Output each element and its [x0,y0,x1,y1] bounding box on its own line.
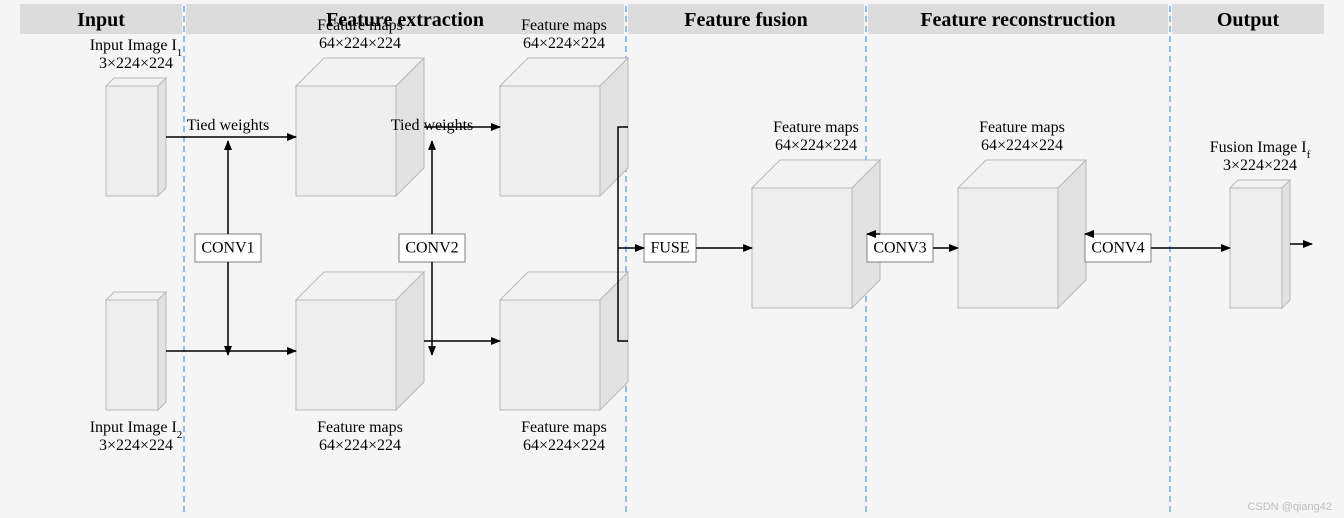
block-f2a-label1: Feature maps [317,419,403,436]
block-rc-label1: Feature maps [979,119,1065,136]
header-label-recon: Feature reconstruction [920,9,1115,31]
block-i2 [106,292,166,410]
block-f1b-label1: Feature maps [521,17,607,34]
tied-weights-label: Tied weights [391,117,474,134]
op-fuse-label: FUSE [650,240,689,257]
block-f2a-label2: 64×224×224 [319,437,401,454]
block-f2b-label2: 64×224×224 [523,437,605,454]
block-rc [958,160,1086,308]
op-conv4-label: CONV4 [1091,240,1144,257]
block-out-label2: 3×224×224 [1223,157,1297,174]
watermark: CSDN @qiang42 [1247,501,1332,513]
header-label-output: Output [1217,9,1280,31]
block-f2b [500,272,628,410]
block-f1a-label2: 64×224×224 [319,35,401,52]
block-f2a [296,272,424,410]
block-f1a-label1: Feature maps [317,17,403,34]
op-conv3-label: CONV3 [873,240,926,257]
header-label-input: Input [77,9,125,31]
block-f1b [500,58,628,196]
block-f1b-label2: 64×224×224 [523,35,605,52]
block-i2-label2: 3×224×224 [99,437,173,454]
block-f2b-label1: Feature maps [521,419,607,436]
block-out [1230,180,1290,308]
op-conv1-label: CONV1 [201,240,254,257]
block-fu-label1: Feature maps [773,119,859,136]
header-label-fusion: Feature fusion [684,9,808,31]
block-fu [752,160,880,308]
block-rc-label2: 64×224×224 [981,137,1063,154]
block-i1 [106,78,166,196]
op-conv2-label: CONV2 [405,240,458,257]
tied-weights-label: Tied weights [187,117,270,134]
block-i1-label2: 3×224×224 [99,55,173,72]
block-fu-label2: 64×224×224 [775,137,857,154]
